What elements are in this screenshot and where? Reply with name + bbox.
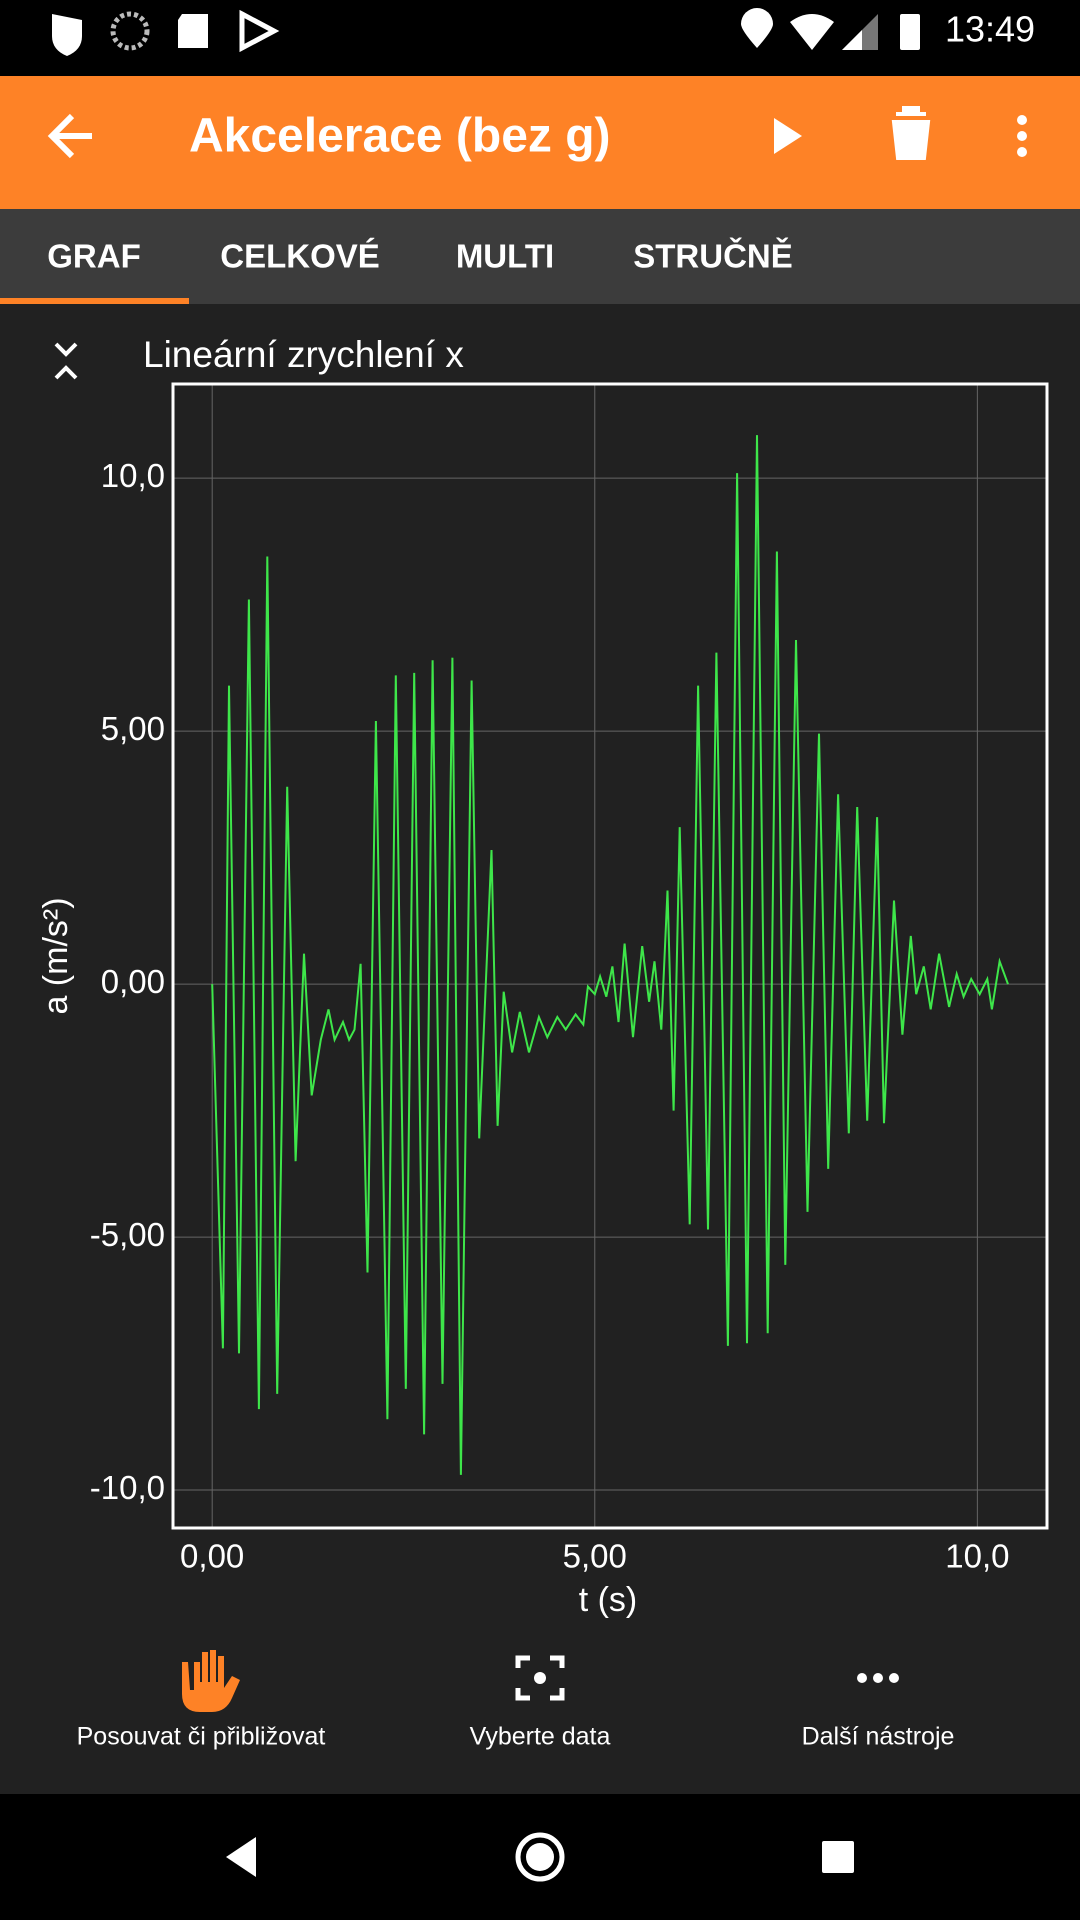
select-data-icon[interactable] [515,1655,565,1701]
y-tick-label: -5,00 [90,1216,165,1253]
y-tick-label: 10,0 [101,457,165,494]
tab[interactable]: STRUČNĚ [633,237,793,275]
wifi-icon [790,14,834,50]
data-line [211,435,1009,1475]
y-axis-label: a (m/s²) [37,897,75,1014]
tool-label[interactable]: Vyberte data [470,1723,611,1751]
shield-icon [52,14,82,56]
nav-home-dot [526,1843,554,1871]
y-tick-label: 5,00 [101,710,165,747]
x-axis-label: t (s) [579,1581,638,1619]
collapse-button[interactable] [54,342,78,380]
chart-title: Lineární zrychlení x [143,334,464,375]
tab[interactable]: CELKOVÉ [220,238,380,275]
delete-button[interactable] [891,106,931,160]
plot-border [171,382,1049,1530]
x-tick-label: 10,0 [945,1538,1009,1575]
sync-icon [110,11,150,51]
more-tools-icon[interactable] [857,1673,899,1683]
play-store-icon [239,9,280,53]
nav-recents[interactable] [822,1841,854,1873]
app-title: Akcelerace (bez g) [189,110,611,163]
plot: 0,00 5,00 10,0 -10,0 -5,00 0,00 5,00 10,0 [90,382,1049,1575]
play-button[interactable] [774,118,802,154]
signal-strength [842,30,862,50]
x-tick-label: 0,00 [180,1538,244,1575]
tab-bar [0,209,1080,304]
tab[interactable]: MULTI [456,238,554,275]
back-button[interactable] [47,113,92,159]
nav-home[interactable] [515,1832,565,1882]
clock: 13:49 [945,9,1035,50]
y-tick-label: -10,0 [90,1469,165,1506]
y-tick-label: 0,00 [101,963,165,1000]
x-tick-label: 5,00 [563,1538,627,1575]
tool-label[interactable]: Posouvat či přibližovat [77,1723,326,1751]
tab-indicator [0,298,189,304]
select-data-dot [534,1672,546,1684]
nav-back[interactable] [226,1837,256,1877]
pan-zoom-icon[interactable] [182,1650,240,1712]
tab[interactable]: GRAF [47,238,141,275]
battery-icon [900,14,920,50]
tool-label[interactable]: Další nástroje [802,1723,955,1751]
menu-button[interactable] [1017,115,1027,157]
location-icon [741,8,773,48]
sd-icon [178,14,208,48]
